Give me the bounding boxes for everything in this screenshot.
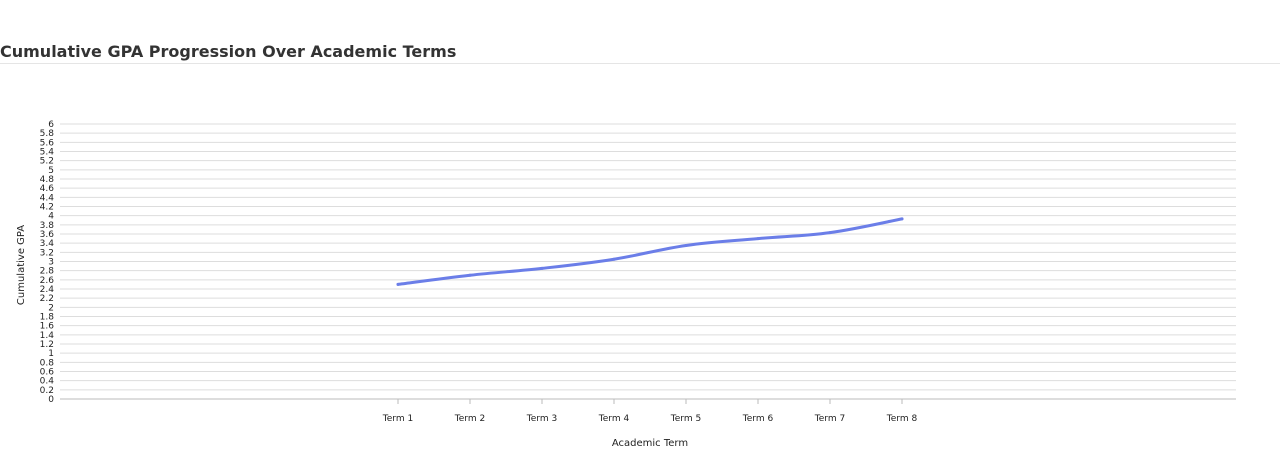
y-tick-label: 0.2: [40, 386, 54, 396]
y-tick-label: 1: [48, 349, 54, 359]
data-point: [396, 282, 400, 286]
y-tick-label: 4: [48, 212, 54, 222]
y-tick-label: 2.4: [40, 285, 55, 295]
y-tick-label: 3.4: [40, 239, 55, 249]
y-tick-label: 2.6: [40, 276, 55, 286]
x-axis-title: Academic Term: [612, 438, 688, 449]
x-tick-label: Term 1: [382, 414, 413, 424]
y-tick-label: 0.6: [40, 368, 55, 378]
data-point: [684, 243, 688, 247]
y-tick-label: 4.4: [40, 193, 55, 203]
data-point: [828, 231, 832, 235]
y-tick-label: 0: [48, 395, 54, 405]
y-tick-label: 1.6: [40, 322, 55, 332]
x-tick-label: Term 8: [886, 414, 918, 424]
y-tick-label: 6: [48, 120, 54, 130]
y-tick-label: 2.8: [40, 267, 55, 277]
chart-title: Cumulative GPA Progression Over Academic…: [0, 42, 457, 61]
x-axis-ticks: Term 1 Term 2 Term 3 Term 4 Term 5 Term 6 Term…: [382, 399, 918, 424]
data-point: [468, 273, 472, 277]
y-tick-label: 4.8: [40, 175, 55, 185]
x-tick-label: Term 2: [454, 414, 485, 424]
y-tick-label: 3.6: [40, 230, 55, 240]
y-tick-label: 5.2: [40, 157, 54, 167]
y-tick-label: 0.8: [40, 358, 55, 368]
series-layer: [396, 217, 904, 286]
x-tick-label: Term 3: [526, 414, 557, 424]
x-tick-label: Term 4: [598, 414, 630, 424]
y-tick-label: 5.8: [40, 129, 55, 139]
y-tick-label: 1.2: [40, 340, 54, 350]
data-point: [612, 257, 616, 261]
y-tick-label: 3.2: [40, 248, 54, 258]
series-line: [396, 217, 904, 286]
x-tick-label: Term 6: [742, 414, 774, 424]
y-tick-label: 1.8: [40, 313, 55, 323]
y-tick-label: 5.4: [40, 148, 55, 158]
data-point: [540, 266, 544, 270]
y-tick-label: 0.4: [40, 377, 55, 387]
y-tick-label: 2: [48, 303, 54, 313]
y-axis-title: Cumulative GPA: [16, 225, 27, 305]
chart-header: Cumulative GPA Progression Over Academic…: [0, 40, 1280, 64]
y-tick-label: 5.6: [40, 138, 55, 148]
y-tick-label: 5: [48, 166, 54, 176]
gridlines: [60, 123, 1236, 400]
y-tick-label: 1.4: [40, 331, 55, 341]
x-tick-label: Term 5: [670, 414, 701, 424]
y-tick-label: 3: [48, 258, 54, 268]
data-point: [756, 237, 760, 241]
y-tick-label: 2.2: [40, 294, 54, 304]
x-tick-label: Term 7: [814, 414, 845, 424]
y-axis-ticks: 00.20.40.60.811.21.41.61.822.22.42.62.83…: [40, 120, 55, 405]
data-point: [900, 217, 904, 221]
y-tick-label: 4.6: [40, 184, 55, 194]
y-tick-label: 4.2: [40, 203, 54, 213]
y-tick-label: 3.8: [40, 221, 55, 231]
